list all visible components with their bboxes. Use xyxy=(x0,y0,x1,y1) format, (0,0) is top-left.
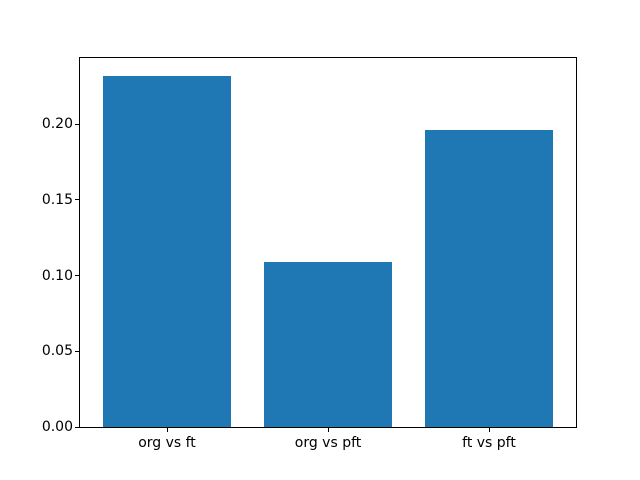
bar xyxy=(263,261,393,427)
bar xyxy=(102,75,232,427)
x-tick-label: ft vs pft xyxy=(462,435,516,451)
x-tick-mark xyxy=(328,428,329,432)
x-tick-mark xyxy=(489,428,490,432)
y-tick-mark xyxy=(75,275,79,276)
x-tick-label: org vs ft xyxy=(138,435,196,451)
y-tick-mark xyxy=(75,426,79,428)
x-tick-mark xyxy=(167,428,168,432)
y-tick-mark xyxy=(75,123,79,125)
bar xyxy=(424,130,554,427)
y-tick-label: 0.10 xyxy=(41,267,73,284)
y-tick-mark xyxy=(75,350,79,352)
y-tick-label: 0.05 xyxy=(41,343,73,360)
y-tick-label: 0.00 xyxy=(41,419,73,435)
y-tick-label: 0.20 xyxy=(41,116,73,132)
x-tick-label: org vs pft xyxy=(294,435,362,451)
y-tick-mark xyxy=(75,199,79,201)
y-tick-label: 0.15 xyxy=(41,191,73,208)
